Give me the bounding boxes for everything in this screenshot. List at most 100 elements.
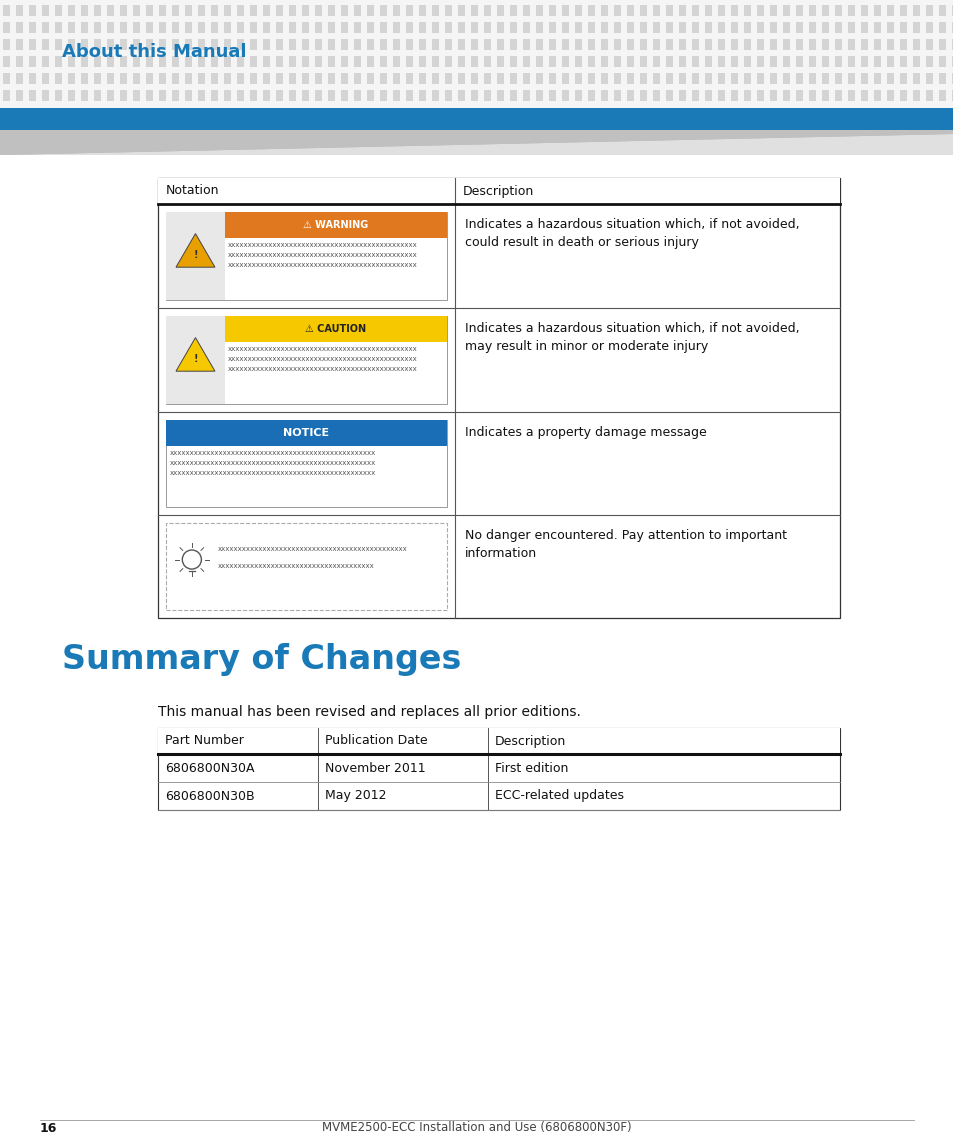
Bar (769, 39, 776, 50)
Bar (873, 56, 880, 68)
Bar (679, 56, 685, 68)
Bar (393, 22, 399, 33)
Bar (561, 90, 568, 101)
Bar (743, 39, 750, 50)
Bar (94, 56, 101, 68)
Bar (679, 90, 685, 101)
Bar (522, 56, 530, 68)
Bar (236, 73, 244, 84)
Bar (289, 39, 295, 50)
Bar (561, 22, 568, 33)
Bar (587, 39, 595, 50)
Text: xxxxxxxxxxxxxxxxxxxxxxxxxxxxxxxxxxxxxxxxxxxxxx: xxxxxxxxxxxxxxxxxxxxxxxxxxxxxxxxxxxxxxxx… (217, 546, 407, 552)
Bar (548, 56, 556, 68)
Bar (575, 73, 581, 84)
Bar (704, 22, 711, 33)
Bar (795, 90, 802, 101)
Bar (522, 90, 530, 101)
Bar (575, 56, 581, 68)
Bar (808, 90, 815, 101)
Bar (652, 90, 659, 101)
Bar (275, 90, 283, 101)
Bar (847, 39, 854, 50)
Text: May 2012: May 2012 (325, 790, 386, 803)
Text: No danger encountered. Pay attention to important
information: No danger encountered. Pay attention to … (464, 529, 786, 560)
Bar (925, 90, 932, 101)
Bar (730, 73, 738, 84)
Bar (886, 39, 893, 50)
Bar (536, 56, 542, 68)
Bar (236, 39, 244, 50)
Bar (55, 5, 62, 16)
Bar (522, 39, 530, 50)
Bar (548, 5, 556, 16)
Bar (522, 5, 530, 16)
Bar (107, 39, 113, 50)
Bar (497, 56, 503, 68)
Bar (16, 22, 23, 33)
Bar (497, 22, 503, 33)
Bar (146, 73, 152, 84)
Bar (471, 22, 477, 33)
Bar (614, 73, 620, 84)
Bar (81, 73, 88, 84)
Bar (834, 90, 841, 101)
Bar (302, 90, 309, 101)
Bar (16, 90, 23, 101)
Bar (159, 90, 166, 101)
Bar (665, 5, 672, 16)
Bar (471, 5, 477, 16)
Bar (665, 56, 672, 68)
Bar (899, 22, 906, 33)
Bar (861, 22, 867, 33)
Bar (938, 73, 945, 84)
Bar (236, 56, 244, 68)
Bar (821, 5, 828, 16)
Bar (68, 22, 75, 33)
Bar (444, 73, 452, 84)
Text: ECC-related updates: ECC-related updates (495, 790, 623, 803)
Bar (575, 39, 581, 50)
Bar (861, 73, 867, 84)
Bar (444, 39, 452, 50)
Bar (951, 90, 953, 101)
Bar (821, 22, 828, 33)
Bar (166, 420, 446, 507)
Bar (782, 73, 789, 84)
Bar (159, 73, 166, 84)
Bar (561, 56, 568, 68)
Text: 16: 16 (40, 1121, 57, 1135)
Bar (250, 56, 256, 68)
Polygon shape (175, 338, 214, 371)
Bar (328, 73, 335, 84)
Bar (158, 728, 840, 755)
Bar (198, 22, 205, 33)
Bar (912, 56, 919, 68)
Bar (471, 73, 477, 84)
Bar (16, 39, 23, 50)
Bar (263, 73, 270, 84)
Bar (379, 90, 387, 101)
Bar (340, 5, 348, 16)
Bar (899, 5, 906, 16)
Bar (483, 22, 491, 33)
Bar (912, 90, 919, 101)
Bar (457, 22, 464, 33)
Bar (471, 39, 477, 50)
Bar (457, 39, 464, 50)
Bar (275, 56, 283, 68)
Bar (665, 39, 672, 50)
Bar (626, 22, 634, 33)
Bar (211, 39, 218, 50)
Bar (224, 56, 231, 68)
Bar (328, 5, 335, 16)
Bar (172, 90, 179, 101)
Bar (146, 5, 152, 16)
Bar (132, 39, 140, 50)
Bar (432, 56, 438, 68)
Bar (718, 39, 724, 50)
Bar (730, 39, 738, 50)
Bar (107, 5, 113, 16)
Bar (0, 108, 953, 131)
Bar (172, 73, 179, 84)
